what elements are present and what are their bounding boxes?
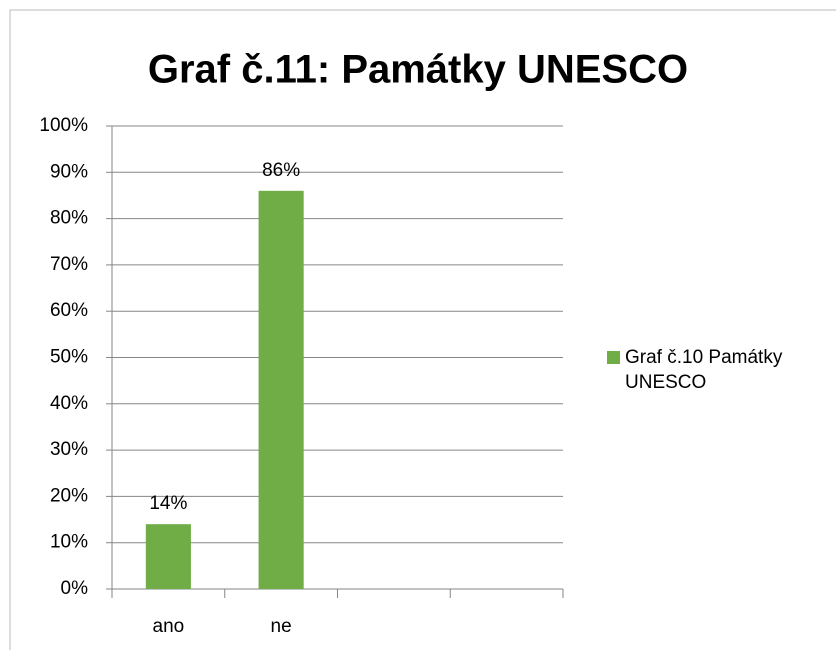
x-tick-label: ne (271, 616, 292, 637)
y-tick-label: 40% (50, 393, 88, 414)
y-tick-label: 30% (50, 439, 88, 460)
chart-border (9, 9, 836, 650)
y-tick-label: 20% (50, 485, 88, 506)
data-label: 14% (149, 493, 187, 514)
chart-title: Graf č.11: Památky UNESCO (148, 48, 688, 92)
y-tick-label: 80% (50, 208, 88, 229)
data-label: 86% (262, 160, 300, 181)
y-tick-label: 10% (50, 532, 88, 553)
y-tick-label: 100% (39, 115, 88, 136)
y-tick-label: 90% (50, 161, 88, 182)
y-tick-label: 60% (50, 300, 88, 321)
y-tick-label: 0% (61, 578, 89, 599)
legend-swatch (607, 351, 620, 364)
bar (145, 524, 191, 589)
x-tick-label: ano (153, 616, 185, 637)
legend-label: Graf č.10 Památky UNESCO (625, 347, 783, 393)
bar (258, 190, 304, 589)
y-tick-label: 50% (50, 347, 88, 368)
y-tick-label: 70% (50, 254, 88, 275)
